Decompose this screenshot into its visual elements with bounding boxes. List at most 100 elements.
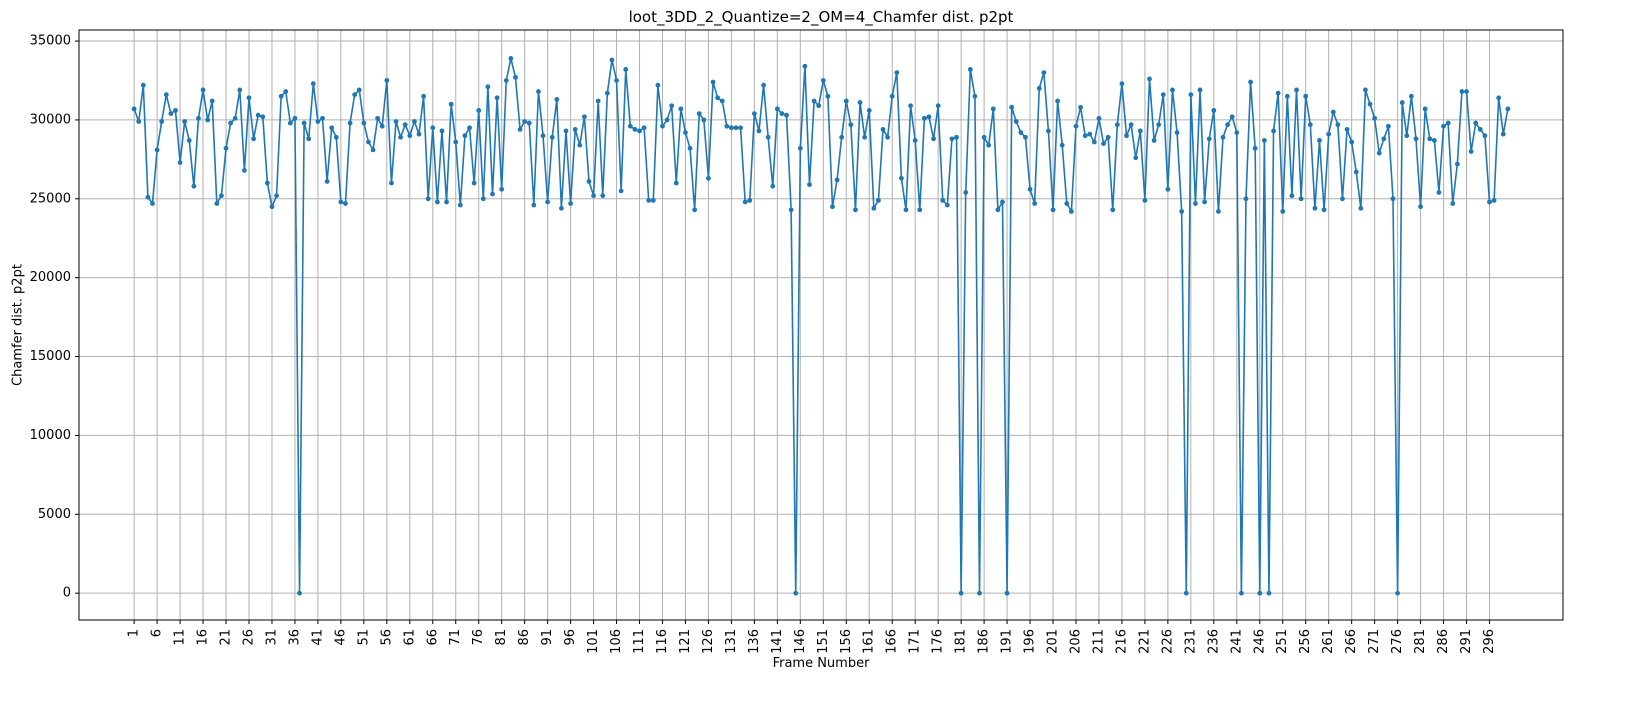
data-point	[485, 84, 491, 90]
data-point	[940, 197, 946, 203]
data-point	[655, 82, 661, 88]
data-point	[310, 81, 316, 87]
data-point	[145, 194, 151, 200]
data-point	[954, 134, 959, 140]
data-point	[871, 205, 877, 211]
data-point	[1496, 95, 1502, 101]
x-tick-label: 11	[173, 629, 188, 646]
x-tick-label: 231	[1183, 629, 1198, 654]
data-point	[1399, 100, 1405, 105]
data-point	[416, 131, 422, 137]
data-point	[779, 111, 785, 117]
x-tick-label: 286	[1436, 629, 1451, 654]
chart-title: loot_3DD_2_Quantize=2_OM=4_Chamfer dist.…	[629, 8, 1014, 27]
data-point	[191, 183, 197, 189]
y-tick-label: 25000	[30, 191, 71, 206]
x-tick-label: 261	[1321, 629, 1336, 654]
data-point	[683, 130, 688, 135]
data-point	[995, 207, 1001, 213]
data-point	[1367, 101, 1373, 107]
data-point	[1464, 89, 1469, 94]
data-point	[1500, 131, 1506, 137]
data-point	[494, 95, 500, 101]
data-point	[517, 126, 523, 132]
x-tick-label: 156	[839, 629, 854, 654]
x-tick-label: 36	[287, 629, 302, 646]
data-point	[499, 186, 505, 192]
data-point	[352, 92, 358, 98]
data-point	[701, 117, 707, 123]
data-point	[421, 93, 426, 99]
data-point	[1087, 131, 1093, 137]
data-point	[347, 120, 353, 126]
data-point	[944, 202, 950, 208]
x-tick-label: 171	[908, 629, 923, 654]
data-point	[876, 197, 881, 203]
x-tick-label: 46	[333, 629, 348, 646]
data-point	[159, 119, 165, 124]
data-point	[586, 179, 592, 184]
data-point	[632, 126, 638, 132]
x-tick-label: 146	[793, 629, 808, 654]
x-tick-label: 201	[1046, 629, 1061, 654]
data-point	[1036, 85, 1042, 91]
data-point	[1349, 139, 1355, 145]
data-point	[389, 180, 394, 186]
data-point	[1422, 106, 1428, 112]
data-point	[1046, 128, 1051, 134]
data-point	[140, 82, 146, 88]
data-point	[1413, 136, 1419, 142]
data-point	[793, 590, 799, 596]
x-tick-label: 181	[954, 629, 969, 654]
x-tick-label: 196	[1023, 629, 1038, 654]
x-tick-label: 216	[1114, 629, 1129, 654]
x-tick-label: 176	[931, 629, 946, 654]
data-point	[274, 193, 279, 199]
x-axis-label: Frame Number	[773, 656, 871, 671]
data-point	[784, 112, 789, 118]
data-point	[894, 70, 900, 75]
data-point	[1009, 104, 1015, 110]
series-markers	[131, 56, 1511, 596]
data-point	[154, 147, 160, 153]
x-tick-label: 276	[1390, 629, 1405, 654]
data-point	[1390, 196, 1396, 202]
data-point	[1137, 128, 1143, 134]
data-point	[526, 120, 532, 126]
data-point	[1482, 133, 1488, 139]
data-point	[1372, 115, 1378, 121]
data-point	[531, 202, 537, 208]
data-point	[1321, 207, 1327, 213]
data-point	[650, 197, 656, 203]
data-point	[981, 134, 987, 140]
data-point	[398, 134, 404, 140]
x-tick-label: 76	[471, 629, 486, 646]
data-point	[1353, 169, 1359, 175]
data-point	[1289, 193, 1295, 199]
series-line	[133, 57, 1509, 594]
data-point	[568, 201, 573, 206]
data-point	[751, 111, 757, 117]
data-point	[724, 123, 730, 129]
data-point	[1197, 87, 1203, 93]
data-point	[356, 87, 362, 93]
data-point	[660, 123, 665, 129]
data-point	[1317, 138, 1322, 143]
data-point	[581, 114, 587, 120]
x-tick-label: 61	[402, 629, 417, 646]
data-point	[237, 87, 243, 93]
data-point	[1188, 92, 1194, 98]
x-tick-label: 211	[1091, 629, 1106, 654]
data-point	[1170, 87, 1175, 93]
data-point	[1133, 155, 1139, 161]
data-point	[269, 204, 275, 210]
data-point	[931, 136, 936, 142]
data-point	[200, 87, 206, 93]
data-point	[264, 180, 270, 186]
data-point	[853, 207, 858, 213]
x-tick-label: 221	[1137, 629, 1152, 654]
data-point	[471, 180, 477, 186]
data-point	[977, 590, 982, 596]
data-point	[816, 103, 822, 109]
data-point	[889, 93, 895, 99]
